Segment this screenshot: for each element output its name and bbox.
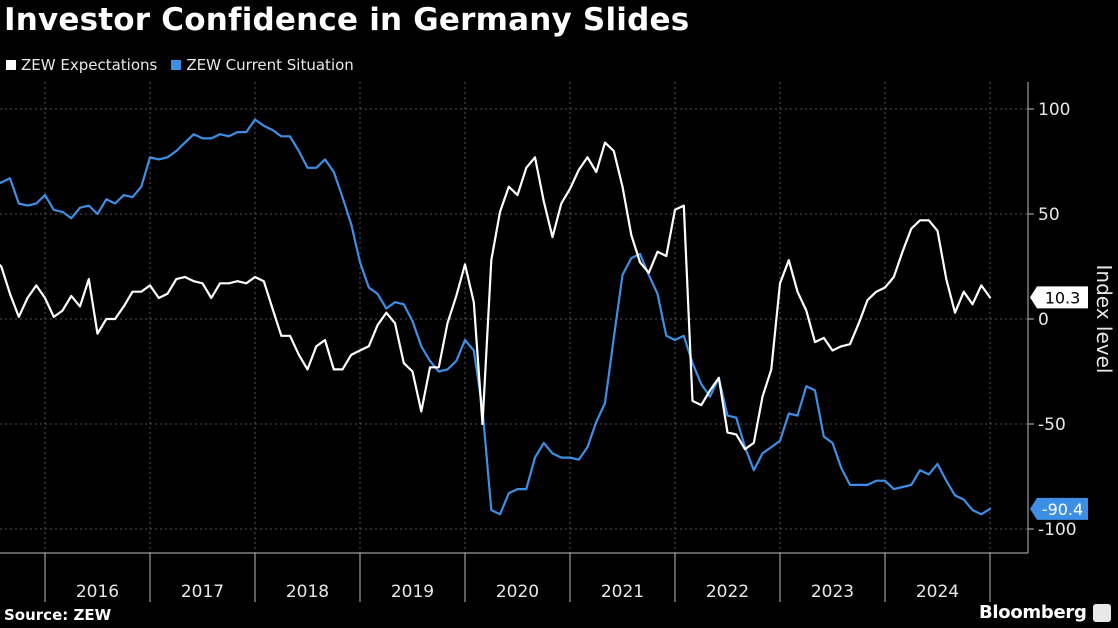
bloomberg-icon [1093, 604, 1111, 622]
x-tick-label: 2017 [181, 582, 224, 602]
brand-logo: Bloomberg [979, 602, 1087, 623]
legend: ZEW Expectations ZEW Current Situation [6, 56, 354, 74]
x-tick-label: 2019 [391, 582, 434, 602]
y-tick-label: -100 [1038, 520, 1077, 540]
end-label-expectations-text: 10.3 [1045, 288, 1081, 307]
end-label-current-text: -90.4 [1042, 500, 1083, 519]
x-tick-label: 2024 [916, 582, 959, 602]
legend-item-current: ZEW Current Situation [171, 56, 354, 74]
x-tick-label: 2022 [706, 582, 749, 602]
x-tick-label: 2023 [811, 582, 854, 602]
x-tick-label: 2016 [76, 582, 119, 602]
series-line-expectations [0, 141, 992, 451]
legend-label-current: ZEW Current Situation [186, 56, 354, 74]
end-label-expectations-box [1030, 286, 1088, 309]
end-label-current-box [1030, 497, 1088, 520]
x-tick-label: 2018 [286, 582, 329, 602]
x-tick-label: 2020 [496, 582, 539, 602]
legend-item-expectations: ZEW Expectations [6, 56, 157, 74]
x-tick-label: 2021 [601, 582, 644, 602]
source-note: Source: ZEW [4, 606, 112, 624]
legend-label-expectations: ZEW Expectations [21, 56, 158, 74]
y-tick-label: 0 [1038, 310, 1049, 330]
y-tick-label: 100 [1038, 100, 1070, 120]
y-axis-title: Index level [1092, 265, 1116, 374]
y-tick-label: 50 [1038, 205, 1060, 225]
y-tick-label: -50 [1038, 415, 1066, 435]
legend-swatch-expectations [6, 60, 16, 70]
series-line-current [0, 118, 992, 516]
chart-title: Investor Confidence in Germany Slides [4, 2, 690, 38]
legend-swatch-current [171, 60, 182, 70]
